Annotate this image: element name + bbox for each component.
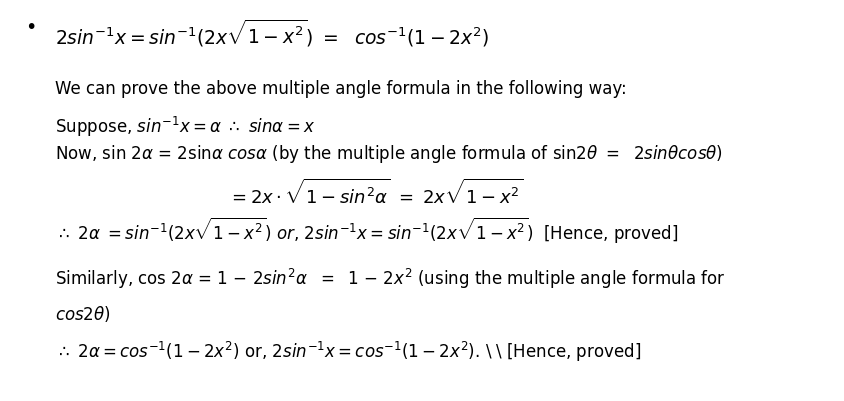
Text: $cos2\theta$): $cos2\theta$) xyxy=(55,303,111,323)
Text: •: • xyxy=(25,18,36,37)
Text: $\therefore \ 2\alpha = cos^{-1}(1-2x^2)$ or, $2sin^{-1}x = cos^{-1}(1-2x^2)$. \: $\therefore \ 2\alpha = cos^{-1}(1-2x^2)… xyxy=(55,339,641,363)
Text: Now, sin 2$\alpha$ = 2sin$\alpha$ $\mathit{cos\alpha}$ (by the multiple angle fo: Now, sin 2$\alpha$ = 2sin$\alpha$ $\math… xyxy=(55,142,722,164)
Text: We can prove the above multiple angle formula in the following way:: We can prove the above multiple angle fo… xyxy=(55,80,626,98)
Text: $\therefore \ 2\alpha \ = sin^{-1}(2x\sqrt{1-x^2})$ $\mathit{or}$, $2sin^{-1}x =: $\therefore \ 2\alpha \ = sin^{-1}(2x\sq… xyxy=(55,215,678,245)
Text: Suppose, $sin^{-1}x = \alpha \ \therefore \ sin\alpha = x$: Suppose, $sin^{-1}x = \alpha \ \therefor… xyxy=(55,114,315,138)
Text: $= 2x\cdot\sqrt{1-sin^2\alpha} \ = \ 2x\sqrt{1-x^2}$: $= 2x\cdot\sqrt{1-sin^2\alpha} \ = \ 2x\… xyxy=(228,178,522,208)
Text: Similarly, cos 2$\alpha$ = 1 $-$ $2sin^2\alpha$ $\ = \ $ 1 $-$ $2x^2$ (using the: Similarly, cos 2$\alpha$ = 1 $-$ $2sin^2… xyxy=(55,267,725,291)
Text: $2sin^{-1}x = sin^{-1}(2x\sqrt{1-x^2}) \ = \ \ cos^{-1}(1-2x^2)$: $2sin^{-1}x = sin^{-1}(2x\sqrt{1-x^2}) \… xyxy=(55,18,489,49)
